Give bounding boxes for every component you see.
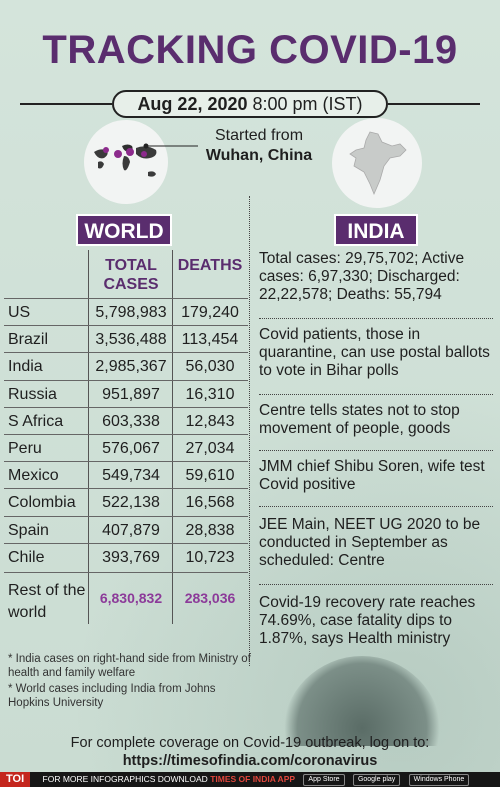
row-rule xyxy=(4,298,248,299)
footnote-world: * World cases including India from Johns… xyxy=(8,683,216,709)
date-rule-left xyxy=(20,103,112,105)
country-name: Colombia xyxy=(8,494,76,511)
news-item: JEE Main, NEET UG 2020 to be conducted i… xyxy=(259,516,481,569)
deaths-value: 12,843 xyxy=(185,413,235,430)
total-cases-value: 5,798,983 xyxy=(95,304,167,321)
bar-text: FOR MORE INFOGRAPHICS DOWNLOAD xyxy=(42,774,208,784)
row-rule xyxy=(4,380,248,381)
india-map-icon xyxy=(332,118,422,208)
country-name: Peru xyxy=(8,440,42,457)
row-rule xyxy=(4,543,248,544)
bottom-bar: TOI FOR MORE INFOGRAPHICS DOWNLOAD TIMES… xyxy=(0,772,500,787)
row-rule xyxy=(4,407,248,408)
country-name: S Africa xyxy=(8,413,64,430)
deaths-value: 28,838 xyxy=(185,522,235,539)
total-cases-value: 393,769 xyxy=(102,549,160,566)
total-cases-header: TOTAL CASES xyxy=(103,257,159,293)
india-map-graphic xyxy=(349,131,407,196)
deaths-value: 59,610 xyxy=(185,467,235,484)
total-cases-value: 549,734 xyxy=(102,467,160,484)
row-rule xyxy=(4,434,248,435)
coverage-link[interactable]: https://timesofindia.com/coronavirus xyxy=(122,753,378,769)
deaths-value: 16,568 xyxy=(185,494,235,511)
total-cases-value: 603,338 xyxy=(102,413,160,430)
rest-of-world-label: Rest of the world xyxy=(8,582,86,621)
app-store-badge[interactable]: App Store xyxy=(303,773,345,786)
footnote-india: * India cases on right-hand side from Mi… xyxy=(8,653,251,679)
deaths-value: 179,240 xyxy=(181,304,239,321)
google-play-badge[interactable]: Google play xyxy=(352,773,401,786)
date-text: Aug 22, 2020 xyxy=(137,94,248,114)
world-tag: WORLD xyxy=(76,214,172,246)
country-name: Brazil xyxy=(8,331,49,348)
world-map-icon xyxy=(84,120,168,204)
deaths-value: 16,310 xyxy=(185,386,235,403)
total-cases-value: 522,138 xyxy=(102,494,160,511)
toi-logo: TOI xyxy=(0,772,31,787)
deaths-value: 27,034 xyxy=(185,440,235,457)
total-cases-value: 3,536,488 xyxy=(95,331,167,348)
country-name: India xyxy=(8,358,43,375)
row-rule xyxy=(4,488,248,489)
country-name: Mexico xyxy=(8,467,59,484)
rest-of-world-deaths: 283,036 xyxy=(184,590,236,606)
windows-phone-badge[interactable]: Windows Phone xyxy=(408,773,470,786)
virus-illustration xyxy=(282,656,442,746)
deaths-value: 10,723 xyxy=(185,549,235,566)
total-cases-value: 576,067 xyxy=(102,440,160,457)
total-cases-value: 951,897 xyxy=(102,386,160,403)
footer-line: For complete coverage on Covid-19 outbre… xyxy=(70,735,430,751)
row-rule xyxy=(4,352,248,353)
page-title: TRACKING COVID-19 xyxy=(42,28,458,72)
india-stats: Total cases: 29,75,702; Active cases: 6,… xyxy=(259,250,465,303)
total-cases-value: 407,879 xyxy=(102,522,160,539)
origin-pointer xyxy=(143,143,198,149)
news-item: Covid patients, those in quarantine, can… xyxy=(259,326,490,379)
date-badge: Aug 22, 2020 8:00 pm (IST) xyxy=(112,90,388,118)
footer: For complete coverage on Covid-19 outbre… xyxy=(0,734,500,770)
news-separator xyxy=(259,394,493,395)
col-divider-1 xyxy=(88,250,89,624)
origin-callout: Started from Wuhan, China xyxy=(194,126,324,166)
row-rule xyxy=(4,461,248,462)
country-name: US xyxy=(8,304,31,321)
country-name: Chile xyxy=(8,549,45,566)
news-item: JMM chief Shibu Soren, wife test Covid p… xyxy=(259,458,485,493)
footnotes: * India cases on right-hand side from Mi… xyxy=(8,652,253,712)
rest-top-rule xyxy=(4,572,248,573)
app-name: TIMES OF INDIA APP xyxy=(210,774,296,784)
time-text: 8:00 pm (IST) xyxy=(252,94,363,114)
section-divider xyxy=(249,196,250,666)
india-tag: INDIA xyxy=(334,214,418,246)
news-separator xyxy=(259,318,493,319)
news-item: Centre tells states not to stop movement… xyxy=(259,402,460,437)
rest-of-world-cases: 6,830,832 xyxy=(99,590,163,606)
deaths-value: 113,454 xyxy=(181,331,239,348)
country-name: Russia xyxy=(8,386,57,403)
total-cases-value: 2,985,367 xyxy=(95,358,167,375)
col-divider-2 xyxy=(172,250,173,624)
row-rule xyxy=(4,516,248,517)
country-name: Spain xyxy=(8,522,49,539)
started-label: Started from xyxy=(214,127,304,144)
news-separator xyxy=(259,584,493,585)
news-separator xyxy=(259,450,493,451)
row-rule xyxy=(4,325,248,326)
deaths-header: DEATHS xyxy=(177,257,243,274)
news-separator xyxy=(259,506,493,507)
world-map-graphic xyxy=(94,144,157,177)
date-rule-right xyxy=(388,103,480,105)
origin-city: Wuhan, China xyxy=(205,147,313,164)
news-item: Covid-19 recovery rate reaches 74.69%, c… xyxy=(259,594,476,647)
deaths-value: 56,030 xyxy=(185,358,235,375)
